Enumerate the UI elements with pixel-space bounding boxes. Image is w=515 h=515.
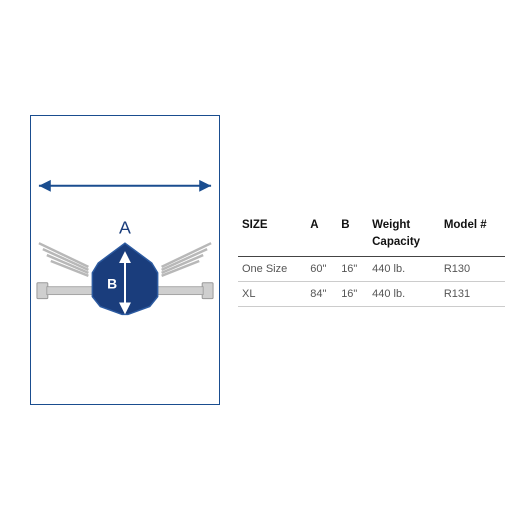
cell-a: 60" — [306, 256, 337, 281]
bar-left — [47, 287, 96, 295]
cell-b: 16" — [337, 281, 368, 306]
cell-model: R130 — [440, 256, 505, 281]
arrow-a-right — [199, 180, 211, 192]
cell-model: R131 — [440, 281, 505, 306]
cell-weight: 440 lb. — [368, 281, 440, 306]
col-weight: WeightCapacity — [368, 213, 440, 256]
arrow-a-left — [39, 180, 51, 192]
cell-weight: 440 lb. — [368, 256, 440, 281]
col-b: B — [337, 213, 368, 256]
cell-size: XL — [238, 281, 306, 306]
label-a: A — [119, 217, 131, 237]
size-table: SIZE A B WeightCapacity Model # One Size… — [238, 213, 505, 306]
content-container: A — [30, 115, 505, 405]
size-table-wrap: SIZE A B WeightCapacity Model # One Size… — [238, 213, 505, 306]
table-header-row: SIZE A B WeightCapacity Model # — [238, 213, 505, 256]
dimension-diagram: A — [30, 115, 220, 405]
cell-a: 84" — [306, 281, 337, 306]
cell-b: 16" — [337, 256, 368, 281]
table-row: One Size 60" 16" 440 lb. R130 — [238, 256, 505, 281]
col-a: A — [306, 213, 337, 256]
col-size: SIZE — [238, 213, 306, 256]
label-b: B — [107, 276, 117, 292]
bar-right — [154, 287, 203, 295]
straps-right — [162, 243, 211, 276]
col-model: Model # — [440, 213, 505, 256]
cell-size: One Size — [238, 256, 306, 281]
end-plate-right — [202, 283, 213, 299]
end-plate-left — [37, 283, 48, 299]
diagram-svg: A — [31, 116, 219, 404]
straps-left — [39, 243, 88, 276]
table-row: XL 84" 16" 440 lb. R131 — [238, 281, 505, 306]
